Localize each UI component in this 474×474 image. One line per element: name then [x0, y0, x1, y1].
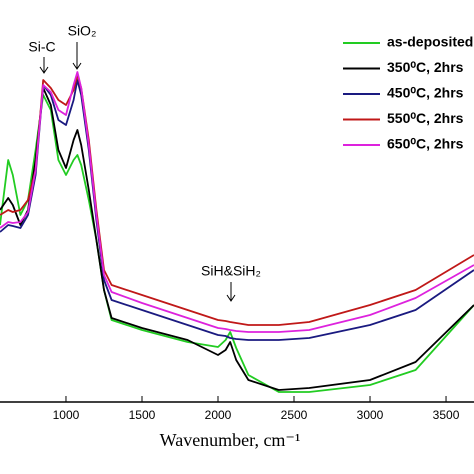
annotation-arrow [39, 57, 49, 74]
annotation-arrow [226, 282, 236, 302]
annotation-arrow [72, 42, 82, 70]
legend-label: 350⁰C, 2hrs [387, 59, 464, 75]
x-tick-label: 1000 [53, 408, 80, 422]
annotation: SiH&SiH₂ [201, 263, 261, 279]
x-tick-label: 1500 [129, 408, 156, 422]
legend-label: 650⁰C, 2hrs [387, 136, 464, 152]
series-line [0, 87, 474, 391]
plot-area [0, 71, 474, 393]
x-axis-label: Wavenumber, cm⁻¹ [160, 430, 301, 450]
annotation: Si-C [28, 39, 55, 55]
annotation: SiO₂ [68, 23, 97, 39]
legend-label: 450⁰C, 2hrs [387, 85, 464, 101]
x-tick-label: 3000 [357, 408, 384, 422]
x-tick-label: 2000 [205, 408, 232, 422]
series-line [0, 71, 474, 333]
legend-label: as-deposited [387, 34, 473, 50]
legend-label: 550⁰C, 2hrs [387, 110, 464, 126]
x-tick-label: 2500 [281, 408, 308, 422]
x-tick-label: 3500 [433, 408, 460, 422]
